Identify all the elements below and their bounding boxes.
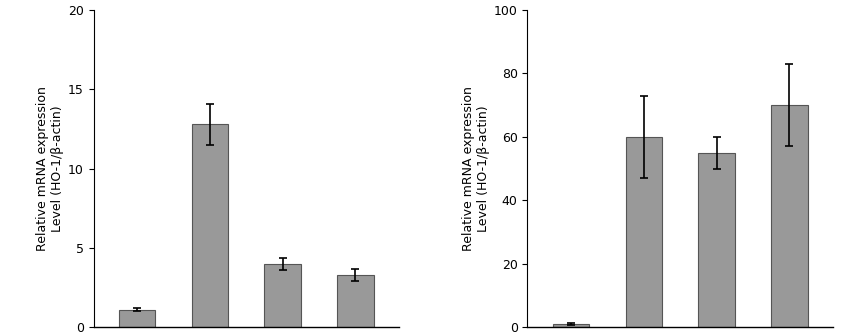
Bar xyxy=(264,264,301,327)
Bar xyxy=(552,324,589,327)
Bar xyxy=(119,310,156,327)
Bar xyxy=(626,137,662,327)
Bar xyxy=(771,105,808,327)
Y-axis label: Relative mRNA expression
Level (HO-1/β-actin): Relative mRNA expression Level (HO-1/β-a… xyxy=(462,86,490,251)
Bar xyxy=(192,124,228,327)
Bar xyxy=(699,153,734,327)
Y-axis label: Relative mRNA expression
Level (HO-1/β-actin): Relative mRNA expression Level (HO-1/β-a… xyxy=(36,86,64,251)
Bar xyxy=(337,275,374,327)
